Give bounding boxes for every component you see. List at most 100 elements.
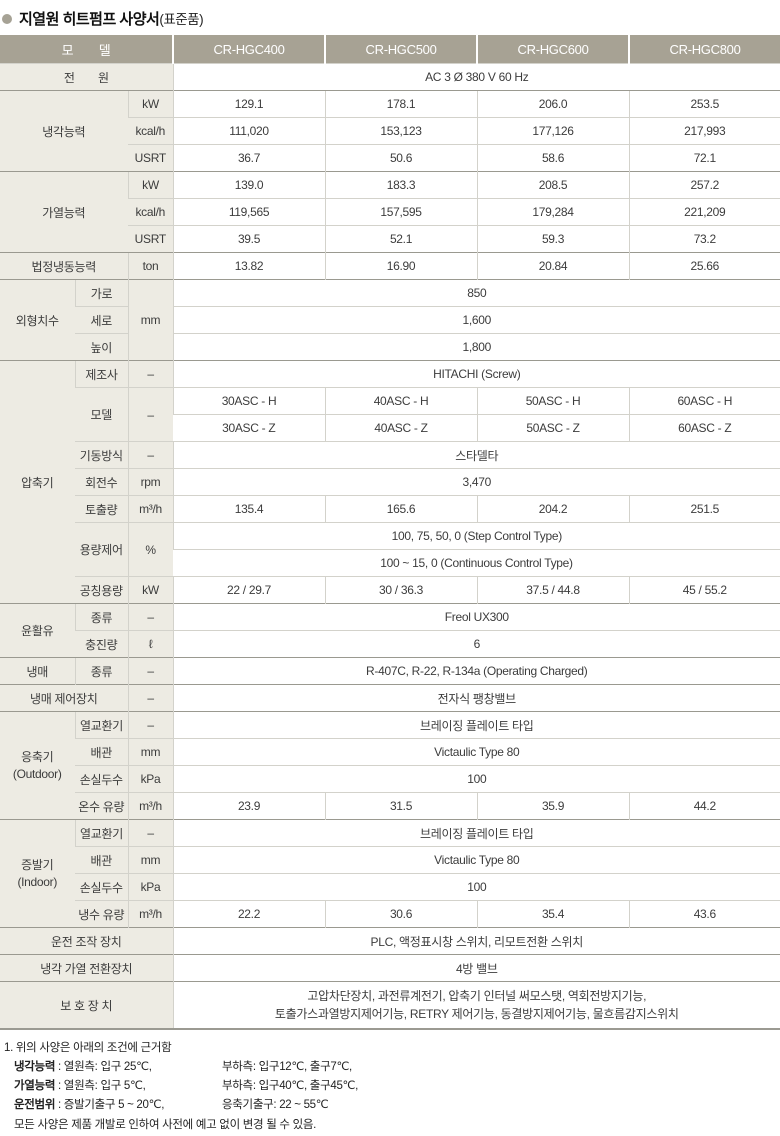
sub-label: 토출량: [75, 495, 128, 523]
sub-label: 기동방식: [75, 441, 128, 469]
unit-cell: –: [127, 657, 174, 685]
sub-label: 종류: [74, 603, 128, 631]
value-cell: 50ASC - H: [476, 387, 630, 415]
table-row-dim-depth: 세로 1,600: [0, 306, 780, 334]
value-cell: 브레이징 플레이트 타입: [172, 819, 780, 847]
model-col-header: CR-HGC400: [172, 35, 326, 64]
value-cell: 100: [172, 765, 780, 793]
sub-label: 온수 유량: [75, 792, 128, 820]
sub-label: 냉수 유량: [75, 900, 128, 928]
page-title: 지열원 히트펌프 사양서(표준품): [0, 0, 780, 35]
unit-cell: kW: [127, 171, 174, 199]
value-cell: 50.6: [324, 144, 478, 172]
unit-cell: USRT: [128, 225, 174, 253]
unit-cell: mm: [127, 738, 174, 766]
row-label: 운전 조작 장치: [0, 927, 174, 955]
sub-label: 열교환기: [74, 819, 128, 847]
value-cell: 100: [172, 873, 780, 901]
value-cell: 111,020: [172, 117, 326, 145]
footnote-cooling-left: : 열원측: 입구 25℃,: [55, 1061, 152, 1073]
footnote-cooling: 냉각능력 : 열원측: 입구 25℃, 부하측: 입구12℃, 출구7℃,: [14, 1058, 778, 1074]
table-row-cond-headloss: 손실두수 kPa 100: [0, 765, 780, 793]
value-cell: 23.9: [172, 792, 326, 820]
footnote-range: 운전범위 : 증발기출구 5 ~ 20℃, 응축기출구: 22 ~ 55℃: [14, 1096, 778, 1112]
unit-cell: ton: [127, 252, 174, 280]
sub-label: 종류: [74, 657, 128, 685]
sub-label: 회전수: [75, 468, 128, 496]
unit-cell: kW: [127, 90, 174, 118]
value-cell: 165.6: [324, 495, 478, 523]
value-cell: 179,284: [476, 198, 630, 226]
row-label: 전 원: [0, 63, 174, 91]
value-cell: 30ASC - H: [172, 387, 326, 415]
value-cell: 스타델타: [172, 441, 780, 469]
row-label: 냉각 가열 전환장치: [0, 954, 174, 982]
sub-label: 배관: [75, 738, 128, 766]
unit-cell: –: [127, 711, 174, 739]
unit-cell: kcal/h: [128, 198, 174, 226]
value-cell: 60ASC - H: [628, 387, 780, 415]
value-cell: 157,595: [324, 198, 478, 226]
row-label-line1: 응축기: [21, 750, 54, 765]
footnote-heating: 가열능력 : 열원측: 입구 5℃, 부하측: 입구40℃, 출구45℃,: [14, 1077, 778, 1093]
value-cell: 6: [172, 630, 780, 658]
value-cell: 183.3: [324, 171, 478, 199]
value-cell: 43.6: [628, 900, 780, 928]
sub-label: 배관: [75, 846, 128, 874]
sub-label: 모델: [75, 387, 128, 442]
unit-cell: m³/h: [127, 495, 174, 523]
unit-cell: kW: [127, 576, 174, 604]
value-cell: 전자식 팽창밸브: [172, 684, 780, 712]
table-row-operation: 운전 조작 장치 PLC, 액정표시창 스위치, 리모트전환 스위치: [0, 927, 780, 955]
table-header-row: 모 델 CR-HGC400 CR-HGC500 CR-HGC600 CR-HGC…: [0, 35, 780, 64]
row-label: 응축기 (Outdoor): [0, 711, 75, 820]
table-row-cooling-kcal: kcal/h 111,020 153,123 177,126 217,993: [0, 117, 780, 145]
row-label-line2: (Indoor): [17, 874, 58, 889]
unit-cell: kcal/h: [128, 117, 174, 145]
table-row-cond-flow: 온수 유량 m³/h 23.9 31.5 35.9 44.2: [0, 792, 780, 820]
value-cell: 30ASC - Z: [173, 414, 326, 442]
table-row-evap-hx: 증발기 (Indoor) 열교환기 – 브레이징 플레이트 타입: [0, 819, 780, 928]
sub-label: 높이: [75, 333, 128, 361]
value-cell: 177,126: [476, 117, 630, 145]
value-cell: 257.2: [628, 171, 780, 199]
bullet-icon: [2, 13, 12, 24]
value-cell: 135.4: [172, 495, 326, 523]
unit-cell: –: [127, 819, 174, 847]
value-cell: 58.6: [476, 144, 630, 172]
table-row-dim-height: 높이 1,800: [0, 333, 780, 361]
footnote-heating-label: 가열능력: [14, 1080, 56, 1092]
value-cell: Freol UX300: [172, 603, 780, 631]
value-cell: 119,565: [172, 198, 326, 226]
sub-label: 충진량: [75, 630, 128, 658]
table-row-lube-type: 윤활유 종류 – Freol UX300: [0, 603, 780, 658]
table-row-comp-model-h: 모델 – 30ASC - H 40ASC - H 50ASC - H 60ASC…: [0, 387, 780, 442]
row-label: 냉매 제어장치: [0, 684, 128, 712]
value-cell: 고압차단장치, 과전류계전기, 압축기 인터널 써모스탯, 역회전방지기능, 토…: [172, 981, 780, 1029]
value-cell: 251.5: [628, 495, 780, 523]
table-row-ref-control: 냉매 제어장치 – 전자식 팽창밸브: [0, 684, 780, 712]
row-label: 가열능력: [0, 171, 128, 253]
footnote-cooling-right: 부하측: 입구12℃, 출구7℃,: [222, 1061, 352, 1073]
value-cell: 139.0: [172, 171, 326, 199]
value-cell: 208.5: [476, 171, 630, 199]
value-cell: 36.7: [172, 144, 326, 172]
value-cell: 217,993: [628, 117, 780, 145]
unit-cell: –: [127, 360, 174, 388]
title-suffix: (표준품): [159, 12, 204, 27]
value-cell: 30 / 36.3: [324, 576, 478, 604]
model-col-header: CR-HGC600: [476, 35, 630, 64]
footnote-intro: 1. 위의 사양은 아래의 조건에 근거함: [4, 1042, 172, 1054]
table-row-comp-capctrl-cont: 100 ~ 15, 0 (Continuous Control Type): [0, 549, 780, 577]
table-row-heating-usrt: USRT 39.5 52.1 59.3 73.2: [0, 225, 780, 253]
value-cell: HITACHI (Screw): [172, 360, 780, 388]
value-cell: 16.90: [324, 252, 478, 280]
value-cell: 60ASC - Z: [628, 414, 780, 442]
value-cell: 100 ~ 15, 0 (Continuous Control Type): [173, 549, 780, 577]
row-label: 증발기 (Indoor): [0, 819, 75, 928]
value-cell: 13.82: [172, 252, 326, 280]
table-row-comp-maker: 압축기 제조사 – HITACHI (Screw): [0, 360, 780, 604]
model-col-header: CR-HGC800: [628, 35, 780, 64]
unit-cell: m³/h: [127, 792, 174, 820]
value-cell: 178.1: [324, 90, 478, 118]
